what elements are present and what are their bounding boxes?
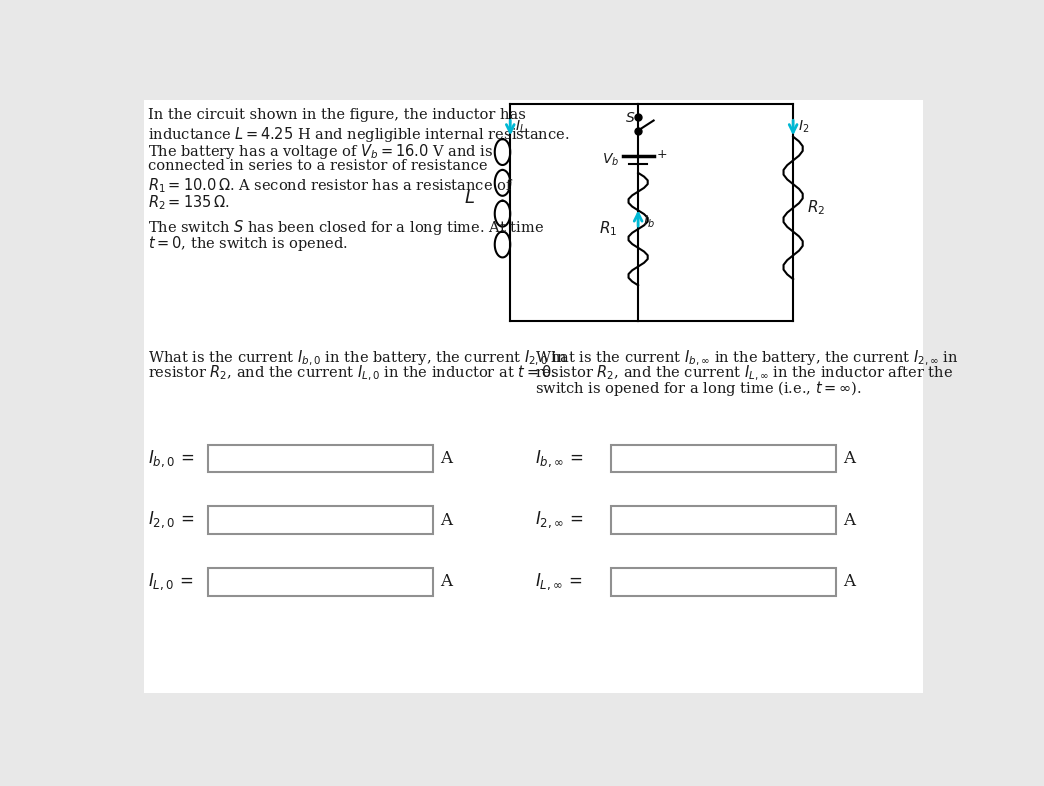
Text: $R_2 = 135\,\Omega$.: $R_2 = 135\,\Omega$. xyxy=(147,193,230,211)
Text: inductance $L = 4.25$ H and negligible internal resistance.: inductance $L = 4.25$ H and negligible i… xyxy=(147,125,569,144)
Text: switch is opened for a long time (i.e., $t = \infty$).: switch is opened for a long time (i.e., … xyxy=(535,379,862,399)
Text: $R_1$: $R_1$ xyxy=(599,220,618,238)
Text: connected in series to a resistor of resistance: connected in series to a resistor of res… xyxy=(147,159,488,173)
Text: $I_{2,\infty}\,=$: $I_{2,\infty}\,=$ xyxy=(535,510,584,531)
Bar xyxy=(611,506,836,534)
Text: A: A xyxy=(844,573,855,590)
Text: A: A xyxy=(441,573,452,590)
Text: What is the current $I_{b,0}$ in the battery, the current $I_{2,0}$ in: What is the current $I_{b,0}$ in the bat… xyxy=(147,348,567,368)
Text: $I_{L,\infty}\,=$: $I_{L,\infty}\,=$ xyxy=(535,571,583,592)
Text: The switch $S$ has been closed for a long time. At time: The switch $S$ has been closed for a lon… xyxy=(147,218,544,237)
Text: $S$: $S$ xyxy=(624,112,635,125)
Text: In the circuit shown in the figure, the inductor has: In the circuit shown in the figure, the … xyxy=(147,108,525,122)
Text: $I_2$: $I_2$ xyxy=(798,119,809,135)
Text: What is the current $I_{b,\infty}$ in the battery, the current $I_{2,\infty}$ in: What is the current $I_{b,\infty}$ in th… xyxy=(535,348,958,368)
Text: $I_b$: $I_b$ xyxy=(643,213,655,230)
Text: $I_{L,0}\,=$: $I_{L,0}\,=$ xyxy=(147,571,193,592)
Text: A: A xyxy=(441,512,452,529)
Text: A: A xyxy=(441,450,452,467)
Text: $I_{b,\infty}\,=$: $I_{b,\infty}\,=$ xyxy=(535,448,584,468)
Bar xyxy=(611,445,836,472)
Text: $L$: $L$ xyxy=(464,189,475,208)
Bar xyxy=(208,445,433,472)
Bar xyxy=(208,506,433,534)
Bar xyxy=(208,567,433,596)
Text: $I_{2,0}\,=$: $I_{2,0}\,=$ xyxy=(147,510,194,531)
Text: $+$: $+$ xyxy=(656,148,667,161)
Text: $V_b$: $V_b$ xyxy=(601,152,619,168)
Text: The battery has a voltage of $V_b = 16.0$ V and is: The battery has a voltage of $V_b = 16.0… xyxy=(147,142,493,161)
Text: $I_{b,0}\,=$: $I_{b,0}\,=$ xyxy=(147,448,194,468)
Text: $t = 0$, the switch is opened.: $t = 0$, the switch is opened. xyxy=(147,234,348,253)
Text: $I_L$: $I_L$ xyxy=(515,119,526,135)
Text: resistor $R_2$, and the current $I_{L,0}$ in the inductor at $t = 0$.: resistor $R_2$, and the current $I_{L,0}… xyxy=(147,364,555,383)
Text: $R_1 = 10.0\,\Omega$. A second resistor has a resistance of: $R_1 = 10.0\,\Omega$. A second resistor … xyxy=(147,176,513,195)
Text: $R_2$: $R_2$ xyxy=(807,199,826,217)
Text: resistor $R_2$, and the current $I_{L,\infty}$ in the inductor after the: resistor $R_2$, and the current $I_{L,\i… xyxy=(535,364,953,383)
Bar xyxy=(611,567,836,596)
Text: A: A xyxy=(844,512,855,529)
Text: A: A xyxy=(844,450,855,467)
